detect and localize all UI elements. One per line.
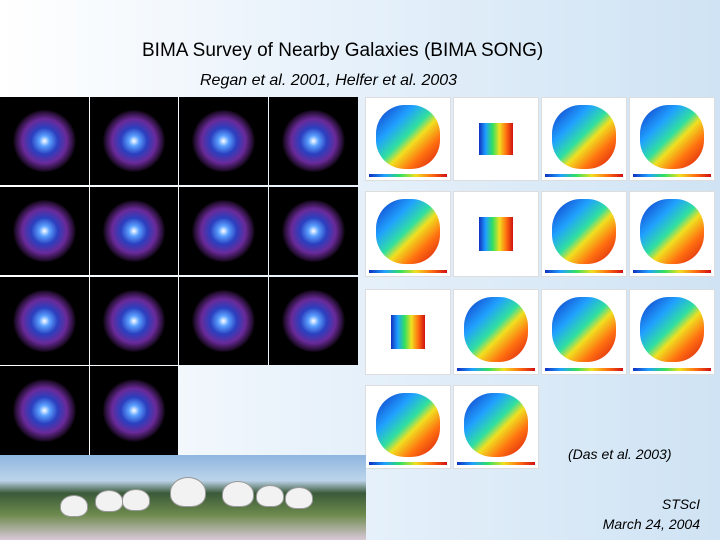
intensity-map: [90, 366, 178, 455]
velocity-map: [629, 97, 715, 181]
velocity-map: [541, 97, 627, 181]
velocity-map: [453, 385, 539, 469]
dish: [256, 485, 284, 507]
intensity-map: [90, 187, 178, 275]
velocity-map: [365, 289, 451, 375]
subtitle: Regan et al. 2001, Helfer et al. 2003: [200, 72, 458, 89]
footer-institution: STScI: [661, 496, 700, 512]
velocity-map: [365, 385, 451, 469]
dish: [60, 495, 88, 517]
velocity-map: [629, 191, 715, 277]
velocity-map: [365, 97, 451, 181]
intensity-map: [0, 366, 89, 455]
velocity-map: [453, 191, 539, 277]
dish: [122, 489, 150, 511]
title: BIMA Survey of Nearby Galaxies (BIMA SON…: [142, 40, 544, 61]
intensity-map: [269, 97, 358, 185]
footer-date: March 24, 2004: [602, 516, 700, 532]
telescope-photo: [0, 455, 366, 540]
intensity-map: [0, 97, 89, 185]
intensity-map: [179, 97, 268, 185]
intensity-map: [179, 187, 268, 275]
dish: [170, 477, 206, 507]
velocity-map: [629, 289, 715, 375]
intensity-map: [0, 187, 89, 275]
intensity-map: [90, 277, 178, 365]
intensity-map: [269, 187, 358, 275]
dish: [95, 490, 123, 512]
dish: [222, 481, 254, 507]
velocity-map: [541, 289, 627, 375]
velocity-map: [365, 191, 451, 277]
velocity-map: [453, 289, 539, 375]
intensity-map: [90, 97, 178, 185]
velocity-map: [541, 191, 627, 277]
velocity-map: [453, 97, 539, 181]
intensity-map: [179, 277, 268, 365]
intensity-map: [0, 277, 89, 365]
citation: (Das et al. 2003): [568, 446, 672, 462]
intensity-map: [269, 277, 358, 365]
dish: [285, 487, 313, 509]
